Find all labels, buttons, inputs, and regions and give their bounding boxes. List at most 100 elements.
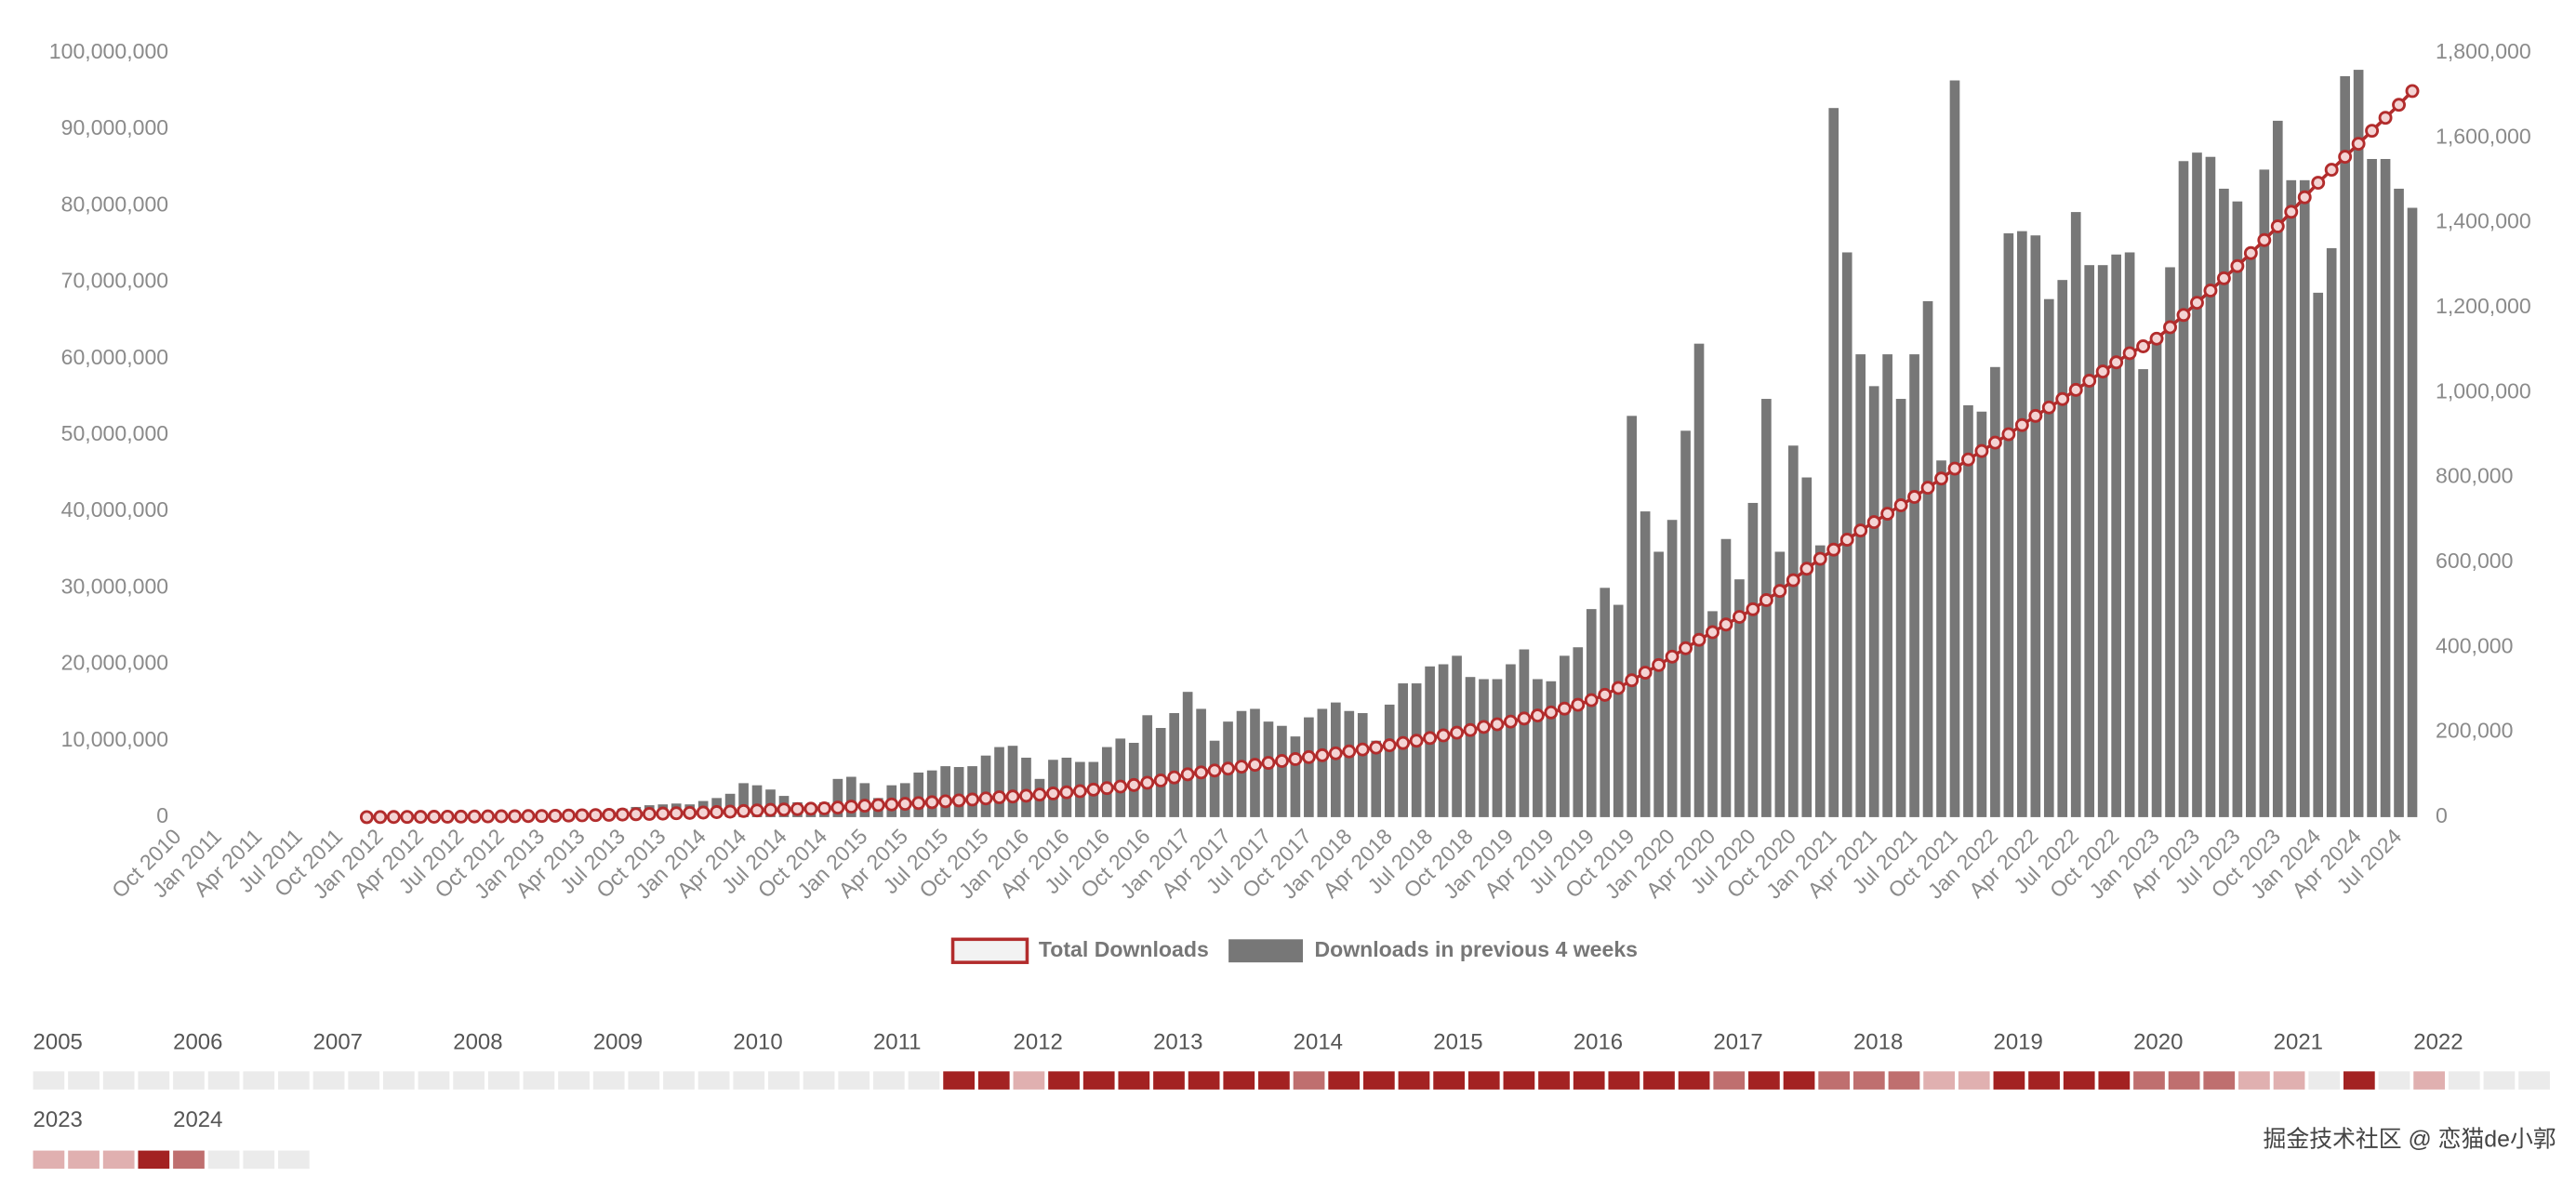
- heatmap-cell: [207, 1071, 240, 1090]
- line-point: [1288, 751, 1303, 766]
- line-point: [1194, 765, 1209, 780]
- y-tick-label: 80,000,000: [61, 192, 169, 216]
- heatmap-cell: [1118, 1071, 1150, 1090]
- y-tick-label: 100,000,000: [49, 39, 168, 63]
- bar: [926, 770, 937, 817]
- bar: [1666, 520, 1678, 817]
- heatmap-cell: [243, 1071, 275, 1090]
- year-label: 2015: [1433, 1030, 1482, 1055]
- y2-tick-label: 600,000: [2436, 549, 2513, 573]
- legend-swatch: [1228, 939, 1304, 963]
- bar: [2124, 252, 2135, 817]
- bar: [1774, 551, 1786, 817]
- line-point: [830, 800, 845, 815]
- y-tick-label: 0: [156, 803, 168, 827]
- line-point: [1934, 471, 1948, 486]
- bar: [1317, 708, 1328, 817]
- bar: [2232, 201, 2243, 817]
- line-point: [1382, 738, 1397, 753]
- line-point: [359, 810, 374, 825]
- bar: [2192, 152, 2202, 817]
- heatmap-cell: [2098, 1071, 2131, 1090]
- y2-tick-label: 1,000,000: [2436, 378, 2531, 403]
- heatmap-cell: [68, 1071, 100, 1090]
- line-point: [1638, 666, 1653, 681]
- heatmap-cell: [138, 1071, 170, 1090]
- line-point: [1920, 481, 1935, 496]
- bar: [1882, 354, 1892, 817]
- heatmap-cell: [2203, 1071, 2236, 1090]
- line-point: [1786, 573, 1800, 588]
- y2-tick-label: 1,800,000: [2436, 39, 2531, 63]
- y-tick-label: 30,000,000: [61, 574, 169, 598]
- line-point: [1072, 784, 1087, 799]
- bar: [1196, 708, 1206, 817]
- line-point: [562, 808, 576, 823]
- heatmap-cell: [1433, 1071, 1465, 1090]
- line-point: [843, 800, 858, 814]
- heatmap-cell: [908, 1071, 940, 1090]
- heatmap-cell: [1993, 1071, 2025, 1090]
- line-point: [2095, 364, 2110, 379]
- y2-tick-label: 1,200,000: [2436, 294, 2531, 318]
- line-point: [1517, 711, 1532, 726]
- bar: [1720, 538, 1732, 817]
- heatmap-cell: [1082, 1071, 1115, 1090]
- line-point: [1893, 498, 1908, 512]
- line-point: [1423, 731, 1438, 746]
- year-label: 2014: [1294, 1030, 1343, 1055]
- y2-tick-label: 800,000: [2436, 464, 2513, 488]
- line-point: [1477, 720, 1491, 734]
- line-point: [629, 807, 644, 822]
- heatmap-cell: [33, 1071, 65, 1090]
- bar: [967, 766, 977, 817]
- heatmap-cell: [943, 1071, 975, 1090]
- bar: [1398, 683, 1408, 817]
- line-point: [2338, 150, 2353, 165]
- heatmap-cell: [33, 1150, 65, 1170]
- line-point: [1799, 562, 1814, 576]
- heatmap-cell: [628, 1071, 660, 1090]
- heatmap-cell: [1467, 1071, 1500, 1090]
- y-tick-label: 70,000,000: [61, 269, 169, 293]
- line-point: [2365, 124, 2380, 139]
- heatmap-cell: [2028, 1071, 2060, 1090]
- line-point: [710, 805, 724, 819]
- bar: [2313, 292, 2324, 817]
- bar: [1693, 343, 1705, 817]
- year-label: 2005: [33, 1030, 83, 1055]
- line-point: [602, 807, 617, 822]
- heatmap-cell: [1013, 1071, 1045, 1090]
- bar: [1519, 649, 1530, 817]
- heatmap-cell: [173, 1071, 205, 1090]
- line-point: [2122, 346, 2137, 361]
- line-point: [1261, 756, 1276, 771]
- heatmap-cell: [2343, 1071, 2375, 1090]
- year-label: 2023: [33, 1107, 83, 1132]
- heatmap-cell: [2168, 1071, 2200, 1090]
- legend-label: Downloads in previous 4 weeks: [1314, 937, 1638, 961]
- bar: [953, 767, 964, 817]
- y2-tick-label: 0: [2436, 803, 2448, 827]
- bar: [2272, 120, 2283, 817]
- line-point: [373, 810, 388, 825]
- line-point: [656, 806, 671, 821]
- line-point: [737, 803, 751, 818]
- bar: [2165, 267, 2175, 817]
- bar: [2299, 179, 2310, 817]
- line-point: [2176, 308, 2191, 323]
- bar: [1855, 354, 1866, 817]
- bar: [1922, 301, 1933, 817]
- line-point: [413, 810, 428, 825]
- line-point: [1167, 770, 1182, 785]
- line-point: [1086, 782, 1101, 797]
- line-point: [1974, 443, 1989, 458]
- year-label: 2008: [453, 1030, 502, 1055]
- y-tick-label: 90,000,000: [61, 115, 169, 139]
- heatmap-cell: [1923, 1071, 1955, 1090]
- heatmap-cell: [1503, 1071, 1535, 1090]
- line-point: [386, 810, 401, 825]
- heatmap-cell: [803, 1071, 835, 1090]
- line-point: [1584, 693, 1599, 708]
- bar: [1963, 404, 1973, 817]
